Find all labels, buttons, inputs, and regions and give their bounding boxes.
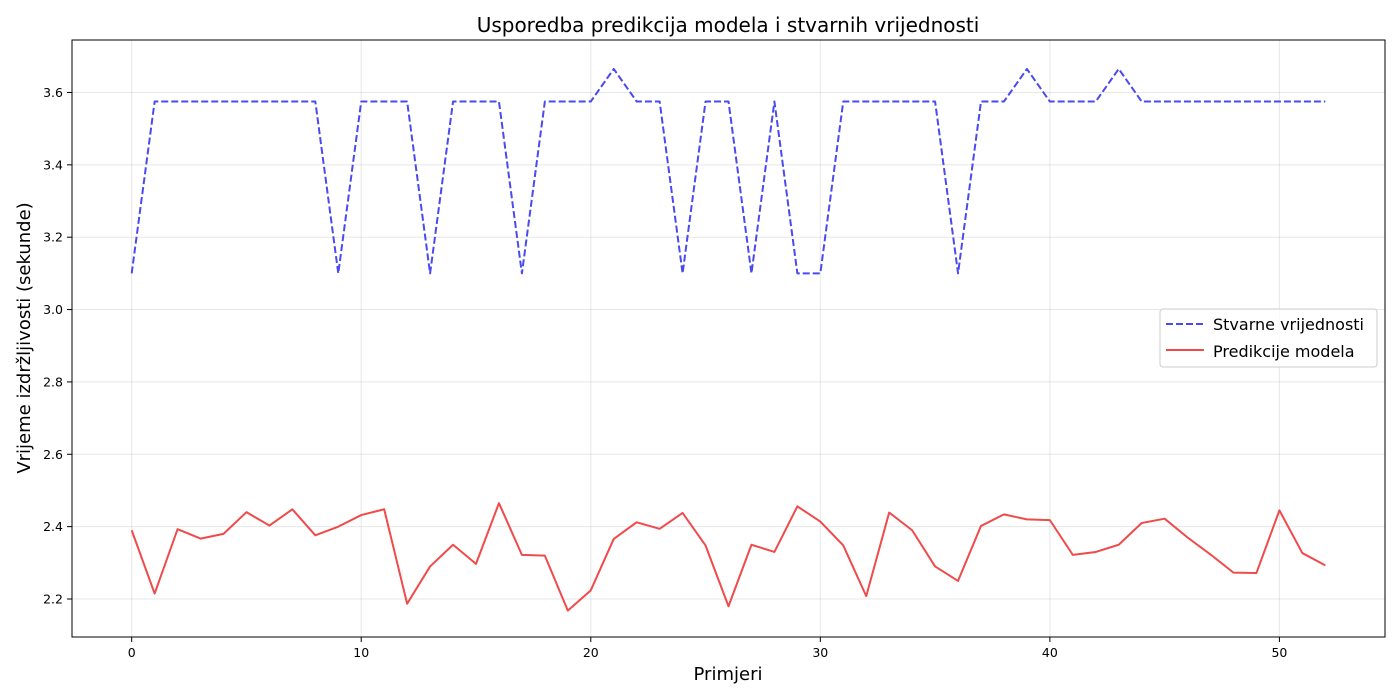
x-tick-label: 30 bbox=[812, 645, 828, 660]
y-tick-label: 2.2 bbox=[43, 592, 63, 607]
legend-label-actual: Stvarne vrijednosti bbox=[1213, 315, 1364, 334]
y-axis-ticks: 2.2 2.4 2.6 2.8 3.0 3.2 3.4 3.6 bbox=[43, 85, 72, 607]
y-tick-label: 3.0 bbox=[43, 302, 63, 317]
x-tick-label: 20 bbox=[583, 645, 599, 660]
y-tick-label: 2.8 bbox=[43, 374, 63, 389]
plot-frame bbox=[71, 39, 1386, 638]
x-tick-label: 10 bbox=[353, 645, 369, 660]
x-axis-ticks: 0 10 20 30 40 50 bbox=[128, 637, 1287, 660]
series bbox=[130, 67, 1326, 612]
series-line-actual bbox=[130, 67, 1326, 275]
x-tick-label: 40 bbox=[1042, 645, 1058, 660]
legend-box bbox=[1159, 308, 1378, 368]
legend-label-predicted: Predikcije modela bbox=[1213, 342, 1355, 361]
legend: Stvarne vrijednosti Predikcije modela bbox=[1159, 308, 1378, 368]
y-tick-label: 2.4 bbox=[43, 519, 63, 534]
x-tick-label: 50 bbox=[1271, 645, 1287, 660]
x-axis-label: Primjeri bbox=[694, 664, 763, 685]
chart-title: Usporedba predikcija modela i stvarnih v… bbox=[477, 13, 980, 37]
y-tick-label: 3.6 bbox=[43, 85, 63, 100]
y-axis-label: Vrijeme izdržljivosti (sekunde) bbox=[14, 202, 35, 473]
y-tick-label: 2.6 bbox=[43, 447, 63, 462]
y-tick-label: 3.2 bbox=[43, 230, 63, 245]
series-line-predicted bbox=[130, 502, 1326, 612]
x-tick-label: 0 bbox=[128, 645, 136, 660]
y-tick-label: 3.4 bbox=[43, 157, 63, 172]
